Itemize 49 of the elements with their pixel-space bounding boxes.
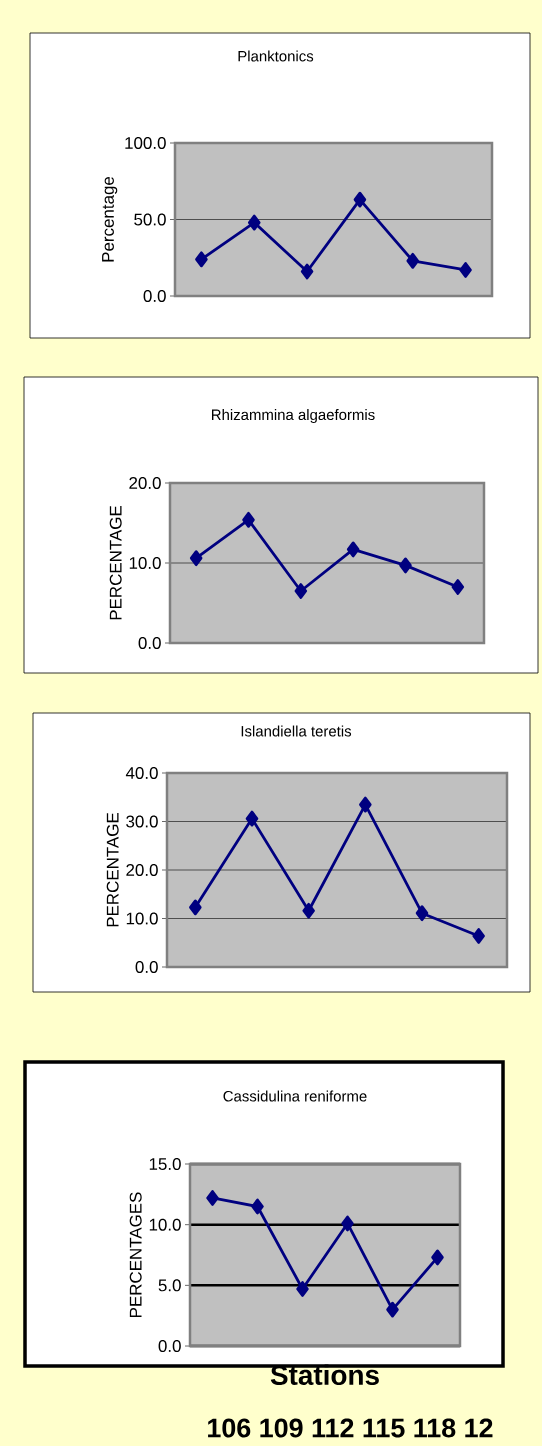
point — [346, 541, 360, 558]
point — [195, 251, 208, 268]
y-tick-label: 20.0 — [129, 477, 161, 490]
point — [189, 899, 202, 916]
point — [431, 1249, 444, 1266]
y-tick-label: 0.0 — [138, 637, 161, 650]
point — [415, 905, 429, 922]
text: 106 109 112 115 118 12 — [208, 1418, 493, 1438]
y-tick-label: 10.0 — [149, 1218, 181, 1231]
point — [451, 579, 465, 595]
y-tick-label: 40.0 — [125, 767, 158, 780]
point — [296, 1281, 309, 1297]
y-tick-label: 15.0 — [149, 1158, 181, 1171]
point — [406, 252, 420, 269]
y-tick-label: 10.0 — [126, 912, 158, 925]
point — [459, 262, 472, 278]
chart-title: Planktonics — [238, 50, 314, 62]
point — [294, 583, 308, 599]
chart-title: Rhizammina algaeformis — [212, 409, 375, 423]
point — [242, 511, 255, 528]
point — [251, 1198, 264, 1215]
x-axis-title: Stations — [270, 1364, 379, 1386]
y-axis-title: PERCENTAGES — [129, 1192, 142, 1317]
point — [247, 214, 261, 231]
point — [245, 810, 259, 827]
y-tick-label: 100.0 — [125, 137, 166, 149]
point — [472, 928, 485, 944]
y-tick-label: 0.0 — [143, 290, 166, 303]
point — [399, 557, 412, 574]
y-tick-label: 5.0 — [158, 1279, 181, 1292]
point — [189, 550, 203, 567]
point — [302, 902, 315, 919]
y-axis-title: Percentage — [102, 176, 118, 262]
y-tick-label: 20.0 — [126, 864, 158, 877]
point — [386, 1301, 399, 1318]
y-tick-label: 0.0 — [135, 961, 158, 974]
y-axis-title: PERCENTAGE — [106, 813, 119, 927]
y-tick-label: 50.0 — [134, 213, 166, 226]
point — [353, 191, 367, 208]
chart-title: Islandiella teretis — [241, 725, 352, 737]
y-tick-label: 0.0 — [158, 1340, 181, 1353]
y-tick-label: 10.0 — [129, 557, 161, 570]
y-axis-title: PERCENTAGE — [109, 506, 122, 620]
chart-title: Cassidulina reniforme — [223, 1090, 367, 1102]
point — [206, 1190, 219, 1206]
point — [300, 263, 314, 280]
y-tick-label: 30.0 — [126, 815, 158, 828]
point — [359, 796, 372, 813]
point — [341, 1215, 354, 1232]
